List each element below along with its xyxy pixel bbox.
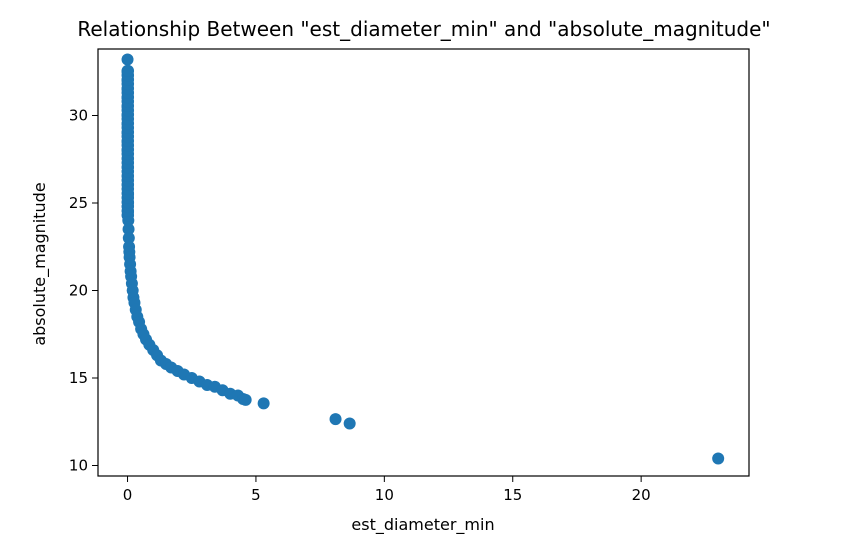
data-point — [257, 397, 270, 410]
plot-frame — [97, 48, 750, 477]
data-point — [122, 64, 135, 77]
data-point — [712, 452, 725, 465]
y-tick-label: 15 — [69, 369, 88, 387]
plot-area: 0 5 10 15 20 10 15 20 25 30 — [69, 48, 750, 504]
x-axis-label: est_diameter_min — [351, 515, 494, 535]
data-point — [122, 232, 135, 244]
y-tick-label: 30 — [69, 107, 88, 125]
y-tick-label: 25 — [69, 194, 88, 212]
data-point — [343, 417, 356, 430]
x-tick-label: 20 — [632, 486, 651, 504]
x-tick-label: 15 — [503, 486, 522, 504]
x-tick-label: 0 — [123, 486, 133, 504]
data-point — [239, 393, 252, 406]
x-tick-label: 10 — [375, 486, 394, 504]
data-point — [121, 53, 134, 66]
chart-title: Relationship Between "est_diameter_min" … — [77, 17, 770, 41]
y-tick-label: 10 — [69, 457, 88, 475]
data-point — [329, 413, 342, 426]
y-tick-label: 20 — [69, 282, 88, 300]
x-tick-label: 5 — [251, 486, 261, 504]
data-point — [122, 223, 135, 236]
y-axis-label: absolute_magnitude — [30, 182, 50, 345]
